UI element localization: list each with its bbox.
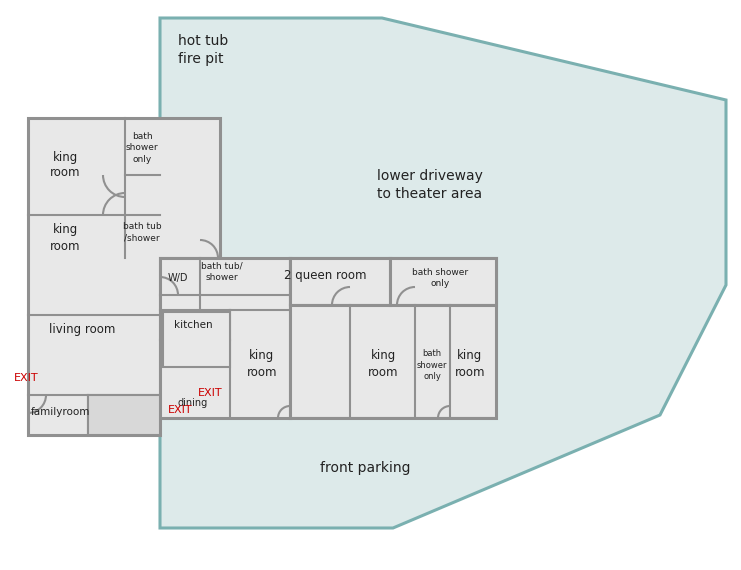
Text: EXIT: EXIT <box>168 405 193 415</box>
Polygon shape <box>28 118 220 435</box>
Text: EXIT: EXIT <box>14 373 39 383</box>
Text: lower driveway
to theater area: lower driveway to theater area <box>377 169 483 201</box>
Text: bath
shower
only: bath shower only <box>416 349 448 381</box>
Text: king
room: king room <box>368 349 398 378</box>
Polygon shape <box>160 258 290 418</box>
Polygon shape <box>290 258 390 305</box>
Text: W/D: W/D <box>167 273 188 283</box>
Text: familyroom: familyroom <box>30 407 90 417</box>
Polygon shape <box>160 18 726 528</box>
Text: living room: living room <box>49 324 115 336</box>
Text: bath tub/
shower: bath tub/ shower <box>202 262 243 282</box>
Bar <box>163 312 230 367</box>
Text: hot tub
fire pit: hot tub fire pit <box>178 34 228 66</box>
Text: king
room: king room <box>247 349 277 378</box>
Text: king
room: king room <box>455 349 485 378</box>
Text: kitchen: kitchen <box>173 320 213 330</box>
Polygon shape <box>290 258 496 418</box>
Bar <box>88 395 160 435</box>
Text: king
room: king room <box>50 150 80 180</box>
Text: 2 queen room: 2 queen room <box>284 268 366 282</box>
Text: bath
shower
only: bath shower only <box>126 132 159 164</box>
Text: bath shower
only: bath shower only <box>412 268 468 288</box>
Polygon shape <box>390 258 496 305</box>
Text: king
room: king room <box>50 223 80 253</box>
Text: front parking: front parking <box>320 461 411 475</box>
Text: bath tub
/shower: bath tub /shower <box>123 222 162 242</box>
Text: dining: dining <box>178 398 208 408</box>
Text: EXIT: EXIT <box>198 388 222 398</box>
